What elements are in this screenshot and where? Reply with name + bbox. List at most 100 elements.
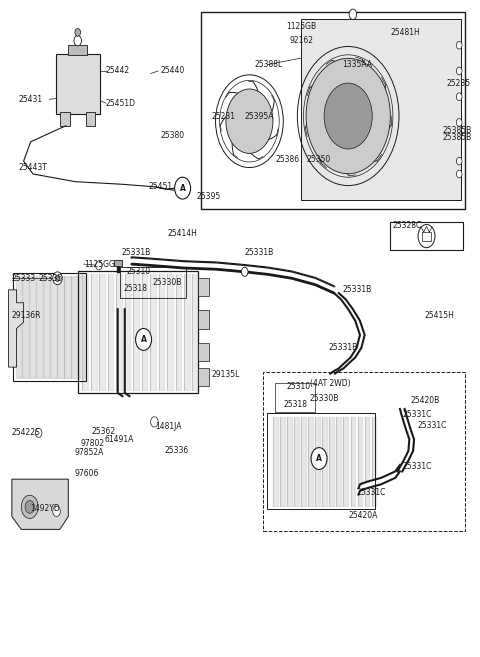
Bar bbox=[78, 271, 198, 393]
Text: 25318: 25318 bbox=[283, 400, 307, 409]
Text: 25431: 25431 bbox=[19, 95, 43, 104]
Circle shape bbox=[175, 177, 191, 199]
Text: 25336: 25336 bbox=[165, 446, 189, 455]
Bar bbox=[120, 267, 186, 298]
Text: 25310: 25310 bbox=[286, 382, 310, 391]
Bar bbox=[301, 20, 461, 200]
Text: 25328C: 25328C bbox=[392, 221, 421, 230]
Text: 25415H: 25415H bbox=[424, 311, 454, 320]
Text: 25231: 25231 bbox=[212, 112, 236, 120]
Text: 25350: 25350 bbox=[307, 155, 331, 164]
Circle shape bbox=[226, 89, 273, 153]
Bar bbox=[422, 232, 431, 241]
Text: 25422S: 25422S bbox=[12, 428, 41, 438]
Text: 25386: 25386 bbox=[275, 155, 300, 164]
Bar bbox=[114, 260, 122, 266]
Text: 25331B: 25331B bbox=[343, 285, 372, 294]
Text: 25362: 25362 bbox=[92, 427, 116, 436]
Text: 25420B: 25420B bbox=[410, 396, 440, 405]
Bar bbox=[263, 373, 465, 532]
FancyBboxPatch shape bbox=[56, 54, 100, 114]
Text: (4AT 2WD): (4AT 2WD) bbox=[310, 378, 350, 388]
Text: 25380: 25380 bbox=[160, 131, 184, 140]
Text: 92162: 92162 bbox=[289, 35, 313, 45]
Text: 25330B: 25330B bbox=[153, 278, 182, 286]
Text: A: A bbox=[316, 454, 322, 463]
Text: 25388L: 25388L bbox=[254, 60, 282, 69]
Text: 25331C: 25331C bbox=[402, 410, 432, 419]
Circle shape bbox=[25, 501, 35, 513]
Bar bbox=[267, 413, 375, 509]
Text: 25385B: 25385B bbox=[442, 125, 471, 135]
Text: 25235: 25235 bbox=[447, 79, 471, 88]
Circle shape bbox=[306, 58, 390, 173]
Circle shape bbox=[456, 41, 462, 49]
Text: 25331C: 25331C bbox=[357, 488, 386, 497]
Text: 25385B: 25385B bbox=[442, 133, 471, 143]
Circle shape bbox=[75, 28, 81, 36]
Circle shape bbox=[311, 447, 327, 470]
Text: A: A bbox=[141, 335, 146, 344]
Circle shape bbox=[456, 119, 462, 126]
Circle shape bbox=[349, 9, 357, 20]
Text: 1335AA: 1335AA bbox=[343, 60, 372, 69]
Text: 25330B: 25330B bbox=[310, 394, 339, 403]
Bar bbox=[198, 369, 209, 386]
Circle shape bbox=[456, 157, 462, 165]
Circle shape bbox=[74, 35, 82, 46]
Circle shape bbox=[151, 417, 158, 427]
Text: A: A bbox=[180, 184, 186, 193]
Text: 29135L: 29135L bbox=[212, 371, 240, 379]
Circle shape bbox=[55, 275, 60, 281]
Bar bbox=[390, 222, 464, 250]
Text: 25335: 25335 bbox=[39, 274, 63, 283]
Bar bbox=[68, 45, 87, 55]
Text: 25331C: 25331C bbox=[418, 420, 447, 430]
Circle shape bbox=[456, 93, 462, 101]
Circle shape bbox=[21, 495, 38, 518]
Circle shape bbox=[241, 267, 248, 277]
Circle shape bbox=[53, 272, 62, 284]
Text: 25331B: 25331B bbox=[121, 248, 151, 257]
Text: 1481JA: 1481JA bbox=[156, 422, 182, 431]
Circle shape bbox=[36, 428, 42, 438]
Polygon shape bbox=[12, 479, 68, 530]
Circle shape bbox=[324, 83, 372, 149]
Text: 25443T: 25443T bbox=[19, 163, 48, 172]
Text: 29136R: 29136R bbox=[12, 311, 41, 320]
Text: 1125GB: 1125GB bbox=[286, 22, 316, 31]
Text: 25420A: 25420A bbox=[348, 510, 378, 520]
Text: 25414H: 25414H bbox=[167, 229, 197, 238]
Bar bbox=[198, 311, 209, 328]
Text: 25451: 25451 bbox=[148, 183, 172, 191]
Text: 61491A: 61491A bbox=[105, 435, 134, 443]
Text: 25333: 25333 bbox=[12, 274, 36, 283]
Bar bbox=[275, 383, 315, 412]
Circle shape bbox=[53, 506, 60, 516]
Text: 25481H: 25481H bbox=[391, 28, 420, 37]
Bar bbox=[86, 112, 95, 125]
Text: 25310: 25310 bbox=[126, 267, 150, 277]
Text: 97802: 97802 bbox=[80, 439, 104, 447]
Text: 1125GG: 1125GG bbox=[84, 260, 115, 269]
Text: 25395A: 25395A bbox=[245, 112, 274, 120]
Circle shape bbox=[456, 67, 462, 75]
Text: 25440: 25440 bbox=[160, 66, 184, 76]
Text: 97852A: 97852A bbox=[74, 447, 104, 457]
Bar bbox=[202, 12, 465, 209]
Text: 97606: 97606 bbox=[74, 469, 99, 478]
Circle shape bbox=[456, 170, 462, 178]
Bar bbox=[13, 273, 86, 381]
Text: 25331B: 25331B bbox=[328, 344, 358, 352]
Text: 25331B: 25331B bbox=[245, 248, 274, 257]
Circle shape bbox=[96, 261, 102, 270]
Text: 25318: 25318 bbox=[123, 284, 147, 293]
Polygon shape bbox=[9, 290, 24, 367]
Bar bbox=[198, 343, 209, 361]
Text: 25331C: 25331C bbox=[402, 463, 432, 472]
Text: 25395: 25395 bbox=[197, 192, 221, 201]
Text: 25451D: 25451D bbox=[106, 99, 136, 108]
Text: 25442: 25442 bbox=[106, 66, 130, 76]
Circle shape bbox=[135, 328, 152, 350]
Bar bbox=[198, 279, 209, 296]
